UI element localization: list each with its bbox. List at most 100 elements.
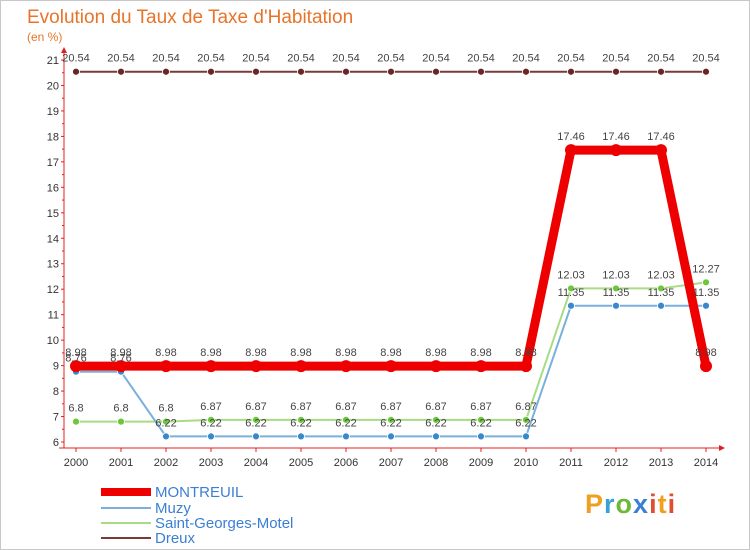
data-label-dreux: 20.54 bbox=[557, 53, 585, 65]
data-point-saint-georges-motel bbox=[702, 278, 710, 287]
data-point-muzy bbox=[342, 432, 350, 441]
data-label-muzy: 6.22 bbox=[380, 417, 401, 429]
legend-item-dreux[interactable]: Dreux bbox=[101, 530, 195, 547]
data-label-montreuil: 8.98 bbox=[425, 347, 446, 359]
y-tick-label: 19 bbox=[47, 106, 59, 118]
data-label-muzy: 6.22 bbox=[155, 417, 176, 429]
y-tick-label: 15 bbox=[47, 208, 59, 220]
data-point-dreux bbox=[522, 67, 530, 76]
data-label-dreux: 20.54 bbox=[377, 53, 405, 65]
data-label-saint-georges-motel: 6.87 bbox=[335, 401, 356, 413]
data-label-montreuil: 17.46 bbox=[557, 131, 585, 143]
data-point-montreuil bbox=[565, 144, 577, 157]
x-tick-label: 2006 bbox=[334, 457, 358, 469]
data-point-dreux bbox=[162, 67, 170, 76]
data-label-muzy: 6.22 bbox=[290, 417, 311, 429]
y-tick-label: 6 bbox=[53, 437, 59, 449]
data-label-dreux: 20.54 bbox=[242, 53, 270, 65]
data-point-montreuil bbox=[385, 360, 397, 373]
data-point-muzy bbox=[702, 301, 710, 310]
data-point-montreuil bbox=[475, 360, 487, 373]
data-point-montreuil bbox=[250, 360, 262, 373]
x-tick-label: 2005 bbox=[289, 457, 313, 469]
data-label-montreuil: 17.46 bbox=[647, 131, 675, 143]
y-tick-label: 20 bbox=[47, 80, 59, 92]
data-point-saint-georges-motel bbox=[657, 284, 665, 293]
x-tick-label: 2014 bbox=[694, 457, 718, 469]
y-axis-arrow bbox=[61, 47, 67, 53]
data-point-saint-georges-motel bbox=[342, 415, 350, 424]
data-point-muzy bbox=[522, 432, 530, 441]
data-label-saint-georges-motel: 12.27 bbox=[692, 263, 720, 275]
x-tick-label: 2003 bbox=[199, 457, 223, 469]
data-point-muzy bbox=[432, 432, 440, 441]
legend-item-muzy[interactable]: Muzy bbox=[101, 499, 191, 517]
x-axis-arrow bbox=[719, 445, 725, 451]
y-tick-label: 16 bbox=[47, 182, 59, 194]
data-label-dreux: 20.54 bbox=[62, 53, 90, 65]
y-tick-label: 10 bbox=[47, 335, 59, 347]
data-point-saint-georges-motel bbox=[297, 415, 305, 424]
data-label-saint-georges-motel: 6.8 bbox=[158, 403, 173, 415]
data-point-montreuil bbox=[520, 360, 532, 373]
y-tick-label: 9 bbox=[53, 361, 59, 373]
data-point-dreux bbox=[567, 67, 575, 76]
data-labels: 8.98 8.98 8.98 8.98 8.98 8.98 8.98 8.98 8.98 8.98… bbox=[62, 53, 720, 430]
data-point-montreuil bbox=[115, 360, 127, 373]
x-tick-label: 2000 bbox=[64, 457, 88, 469]
data-point-montreuil bbox=[295, 360, 307, 373]
data-label-muzy: 6.22 bbox=[470, 417, 491, 429]
data-label-dreux: 20.54 bbox=[107, 53, 135, 65]
legend-swatch-montreuil bbox=[101, 488, 151, 496]
data-label-muzy: 11.35 bbox=[693, 287, 720, 299]
legend-item-saint-georges-motel[interactable]: Saint-Georges-Motel bbox=[101, 515, 293, 532]
data-label-montreuil: 8.98 bbox=[200, 347, 221, 359]
data-point-montreuil bbox=[655, 144, 667, 157]
data-label-muzy: 11.35 bbox=[603, 287, 630, 299]
y-tick-label: 17 bbox=[47, 157, 59, 169]
series-lines bbox=[71, 70, 711, 438]
data-point-montreuil bbox=[160, 360, 172, 373]
chart-subtitle: (en %) bbox=[27, 30, 63, 44]
data-point-saint-georges-motel bbox=[117, 417, 125, 426]
data-point-saint-georges-motel bbox=[567, 284, 575, 293]
data-label-dreux: 20.54 bbox=[197, 53, 225, 65]
data-point-montreuil bbox=[205, 360, 217, 373]
data-label-saint-georges-motel: 6.87 bbox=[425, 401, 446, 413]
data-label-dreux: 20.54 bbox=[467, 53, 495, 65]
data-label-muzy: 6.22 bbox=[425, 417, 446, 429]
data-point-muzy bbox=[252, 432, 260, 441]
data-point-saint-georges-motel bbox=[432, 415, 440, 424]
x-tick-label: 2009 bbox=[469, 457, 493, 469]
legend-swatch-dreux bbox=[101, 537, 151, 539]
data-point-muzy bbox=[657, 301, 665, 310]
data-point-muzy bbox=[612, 301, 620, 310]
data-label-saint-georges-motel: 6.87 bbox=[245, 401, 266, 413]
legend-item-montreuil[interactable]: MONTREUIL bbox=[101, 484, 243, 501]
x-tick-label: 2004 bbox=[244, 457, 268, 469]
data-label-saint-georges-motel: 6.87 bbox=[380, 401, 401, 413]
data-label-muzy: 11.35 bbox=[558, 287, 585, 299]
data-point-muzy bbox=[162, 432, 170, 441]
y-tick-label: 18 bbox=[47, 131, 59, 143]
chart-title: Evolution du Taux de Taxe d'Habitation bbox=[27, 7, 354, 28]
y-tick-label: 7 bbox=[53, 412, 59, 424]
x-tick-label: 2010 bbox=[514, 457, 538, 469]
data-label-montreuil: 8.98 bbox=[65, 347, 86, 359]
axes: 6 7 8 9 10 11 12 13 14 15 16 17 18 19 20 21 2000 2001 2002… bbox=[47, 47, 725, 469]
data-point-muzy bbox=[477, 432, 485, 441]
data-label-dreux: 20.54 bbox=[332, 53, 360, 65]
data-point-saint-georges-motel bbox=[162, 417, 170, 426]
x-tick-label: 2011 bbox=[559, 457, 583, 469]
data-label-dreux: 20.54 bbox=[287, 53, 315, 65]
data-label-muzy: 11.35 bbox=[648, 287, 675, 299]
data-point-dreux bbox=[297, 67, 305, 76]
data-label-montreuil: 8.98 bbox=[515, 347, 536, 359]
data-label-saint-georges-motel: 6.8 bbox=[113, 403, 128, 415]
data-point-dreux bbox=[252, 67, 260, 76]
data-point-dreux bbox=[117, 67, 125, 76]
data-label-muzy: 8.76 bbox=[65, 353, 86, 365]
legend-label-muzy: Muzy bbox=[155, 499, 191, 517]
y-tick-label: 8 bbox=[53, 386, 59, 398]
